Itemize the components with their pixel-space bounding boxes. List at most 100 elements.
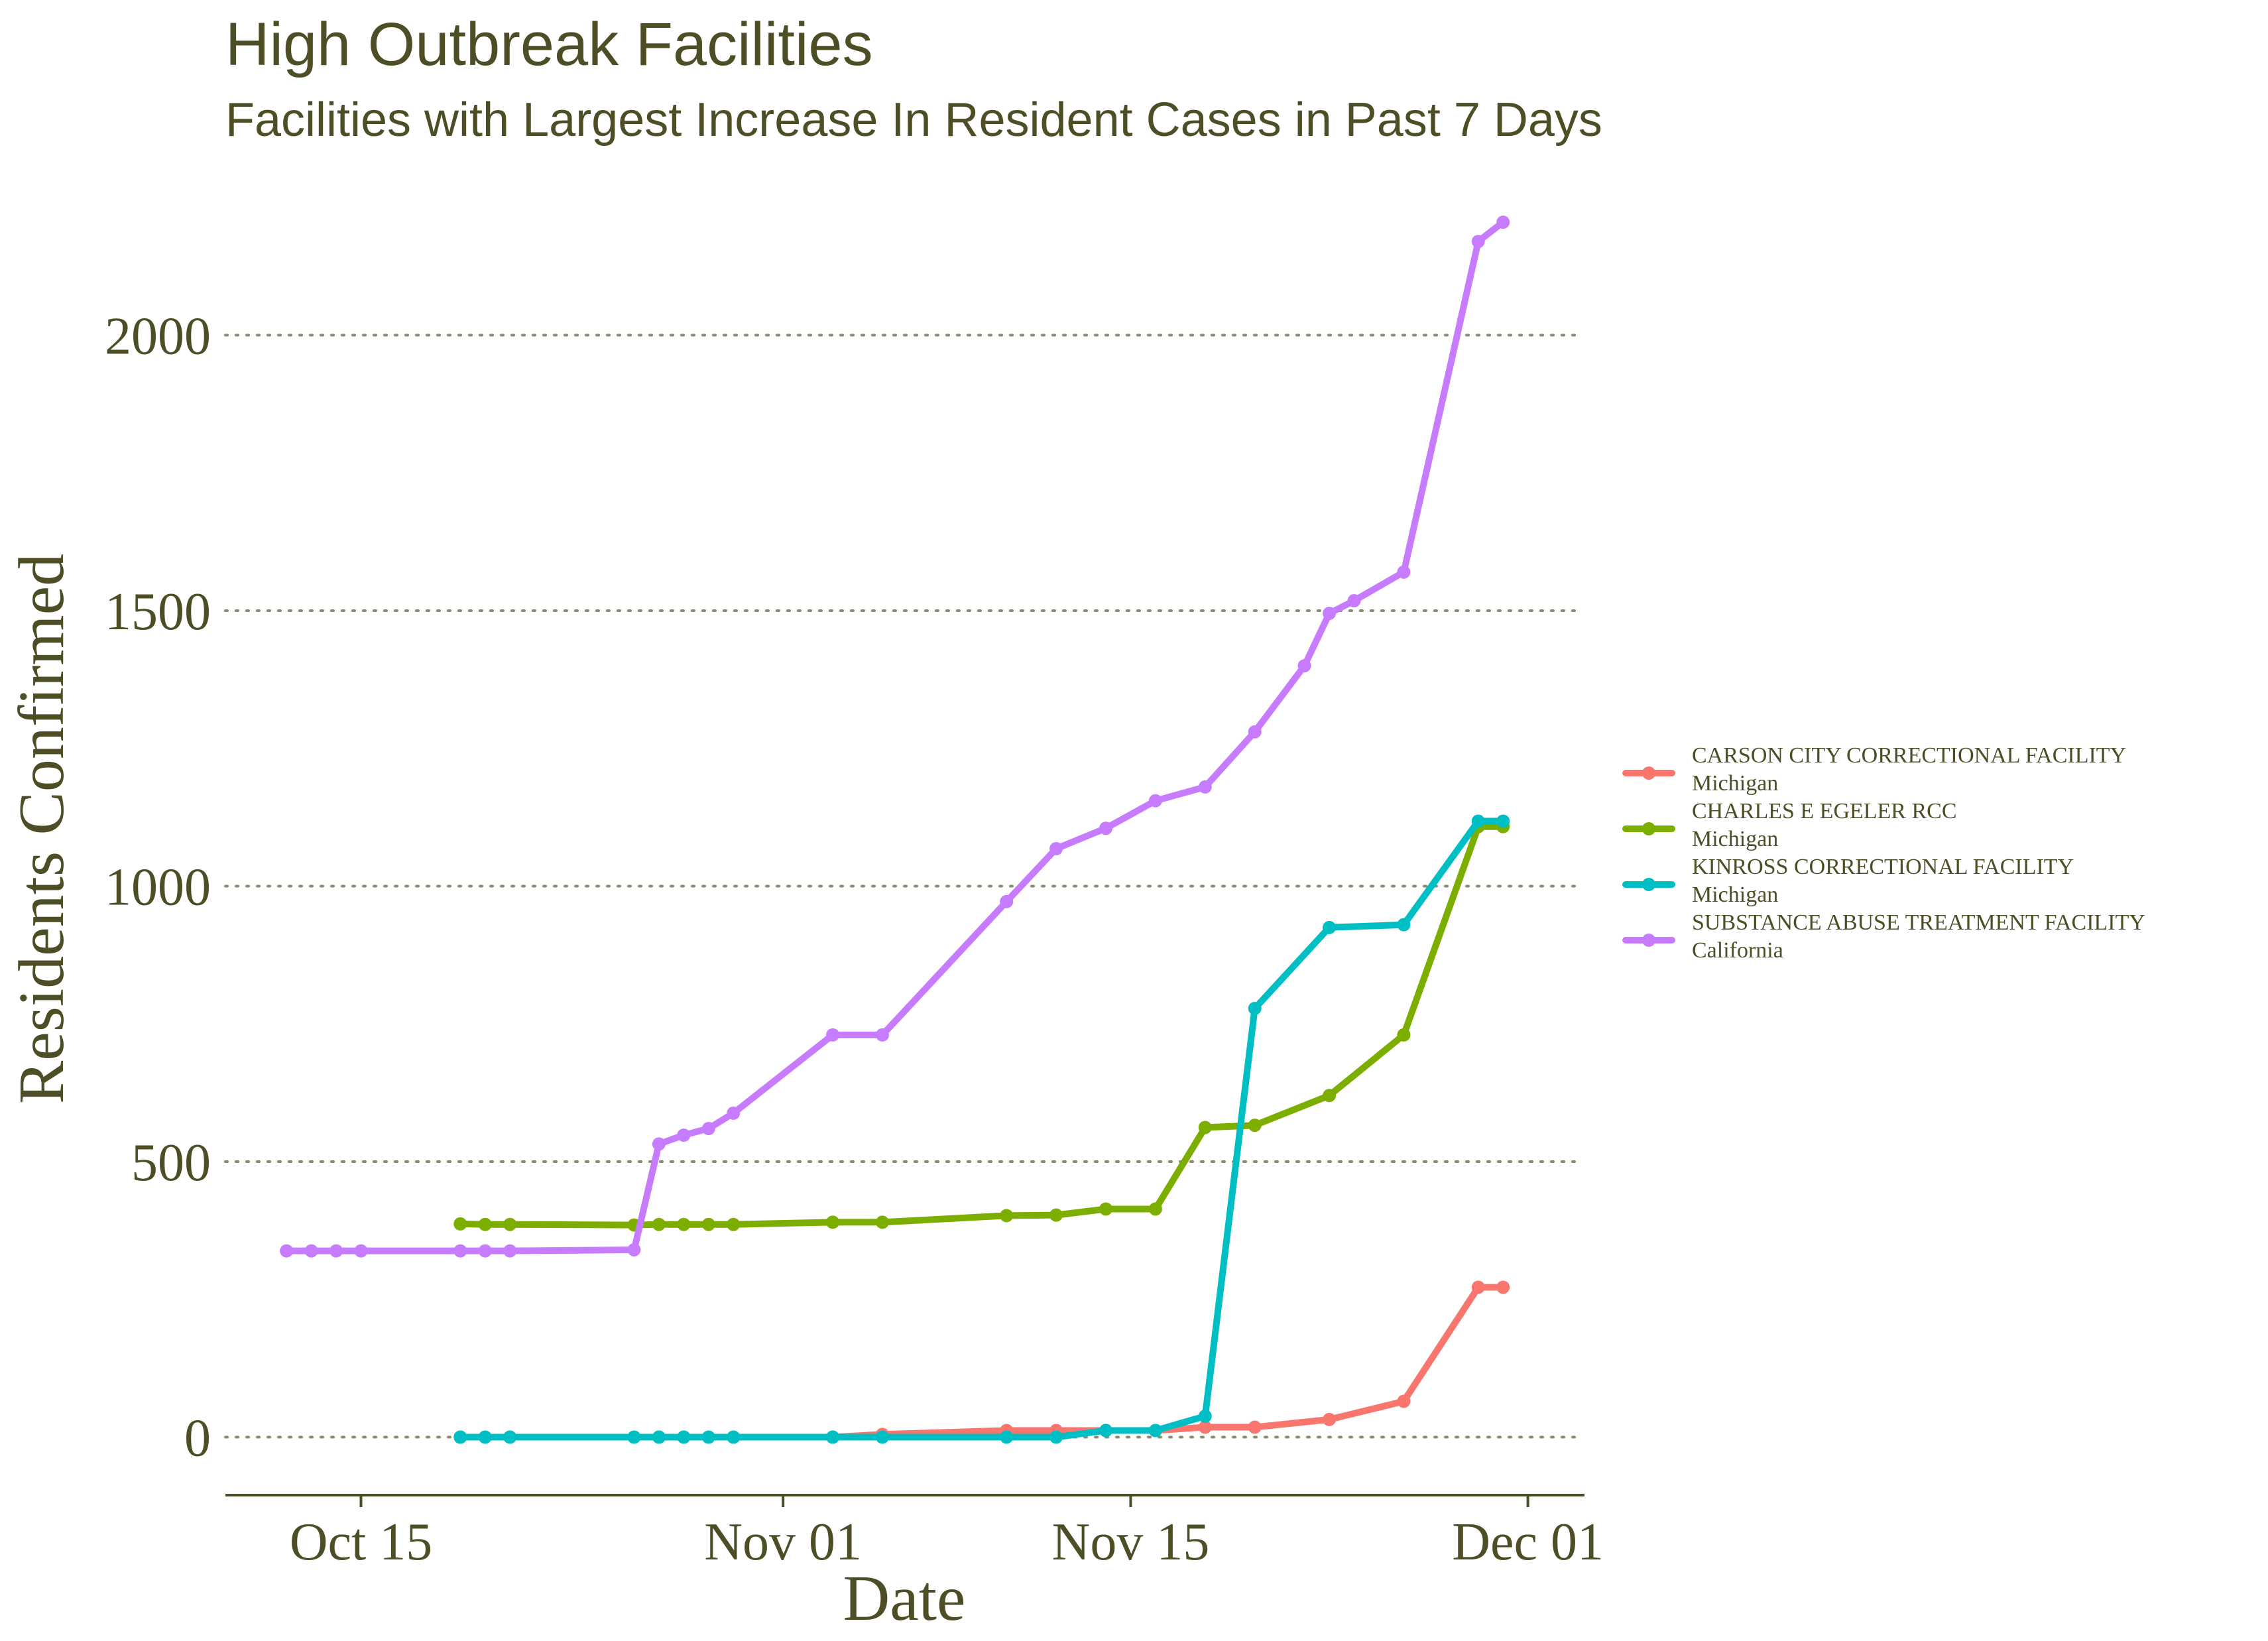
data-point (1496, 814, 1510, 828)
series-group (280, 215, 1510, 1258)
data-point (304, 1244, 318, 1258)
data-point (875, 1028, 889, 1042)
y-tick-label: 0 (184, 1410, 211, 1468)
chart-title: High Outbreak Facilities (225, 11, 873, 78)
data-point (627, 1243, 641, 1256)
y-tick-label: 2000 (105, 308, 211, 366)
data-point (1049, 1430, 1063, 1444)
data-point (1099, 1424, 1112, 1437)
data-point (1397, 918, 1411, 932)
x-axis (225, 1494, 1584, 1507)
data-point (1198, 1420, 1212, 1434)
data-point (652, 1217, 666, 1231)
data-point (503, 1217, 517, 1231)
data-point (1297, 659, 1311, 673)
data-point (1099, 821, 1112, 835)
series-group (453, 814, 1510, 1444)
x-tick-label: Nov 15 (1052, 1513, 1210, 1571)
data-point (727, 1106, 741, 1120)
data-point (652, 1137, 666, 1151)
data-point (1347, 594, 1361, 608)
data-point (453, 1217, 467, 1231)
legend-key-point (1642, 766, 1655, 780)
legend-label: KINROSS CORRECTIONAL FACILITY (1692, 855, 2074, 879)
series-line (457, 1284, 1507, 1441)
data-point (1323, 920, 1337, 934)
data-point (453, 1430, 467, 1444)
y-axis-title: Residents Confirmed (6, 554, 78, 1104)
data-point (826, 1215, 840, 1229)
x-tick-label: Nov 01 (704, 1513, 862, 1571)
legend-key-point (1642, 934, 1655, 947)
series-group (453, 820, 1510, 1232)
data-point (1198, 1121, 1212, 1134)
tick-labels: Oct 15 Nov 01 Nov 15 Dec 01 0 500 1000 1500 2000 (105, 308, 1604, 1572)
data-point (1148, 794, 1162, 808)
data-point (478, 1430, 492, 1444)
data-point (1099, 1202, 1112, 1216)
data-point (1248, 1001, 1262, 1015)
gridlines (224, 334, 1582, 1439)
data-point (503, 1244, 517, 1258)
data-point (354, 1244, 368, 1258)
y-tick-label: 1000 (105, 859, 211, 917)
data-point (1049, 1208, 1063, 1222)
legend-key-point (1642, 878, 1655, 891)
data-point (627, 1430, 641, 1444)
data-point (1471, 235, 1485, 249)
x-tick-label: Dec 01 (1452, 1513, 1604, 1571)
data-point (1148, 1202, 1162, 1216)
data-point (1323, 1412, 1337, 1426)
data-point (1148, 1424, 1162, 1437)
data-point (1471, 1280, 1485, 1294)
data-point (677, 1217, 691, 1231)
data-point (503, 1430, 517, 1444)
y-tick-label: 1500 (105, 583, 211, 641)
data-point (875, 1215, 889, 1229)
data-point (329, 1244, 343, 1258)
data-point (453, 1244, 467, 1258)
legend-sublabel: Michigan (1692, 827, 1778, 851)
data-point (1397, 565, 1411, 579)
legend-sublabel: California (1692, 938, 1783, 963)
data-point (727, 1217, 741, 1231)
data-point (1323, 607, 1337, 621)
data-point (1397, 1394, 1411, 1408)
legend-key-point (1642, 822, 1655, 835)
series-group (453, 1280, 1510, 1444)
legend-sublabel: Michigan (1692, 882, 1778, 907)
data-point (677, 1430, 691, 1444)
data-point (1323, 1089, 1337, 1103)
legend-label: SUBSTANCE ABUSE TREATMENT FACILITY (1692, 910, 2145, 935)
data-point (478, 1244, 492, 1258)
data-point (652, 1430, 666, 1444)
series-line (457, 818, 1507, 1441)
data-point (826, 1028, 840, 1042)
legend: CARSON CITY CORRECTIONAL FACILITY Michiga… (1622, 743, 2145, 963)
data-point (1000, 894, 1014, 908)
data-point (478, 1217, 492, 1231)
data-point (701, 1217, 715, 1231)
data-point (1248, 1420, 1262, 1434)
legend-item: CHARLES E EGELER RCC Michigan (1622, 799, 1957, 851)
legend-item: SUBSTANCE ABUSE TREATMENT FACILITY Califo… (1622, 910, 2145, 963)
legend-label: CHARLES E EGELER RCC (1692, 799, 1957, 823)
x-axis-title: Date (843, 1563, 966, 1634)
data-point (280, 1244, 294, 1258)
data-point (1198, 1409, 1212, 1423)
data-point (1397, 1028, 1411, 1042)
legend-sublabel: Michigan (1692, 771, 1778, 796)
data-point (677, 1128, 691, 1142)
data-point (1496, 1280, 1510, 1294)
data-point (1000, 1209, 1014, 1223)
legend-label: CARSON CITY CORRECTIONAL FACILITY (1692, 743, 2126, 768)
data-point (1248, 1119, 1262, 1132)
legend-item: KINROSS CORRECTIONAL FACILITY Michigan (1622, 855, 2074, 907)
data-point (1496, 215, 1510, 229)
data-point (826, 1430, 840, 1444)
data-point (1248, 725, 1262, 739)
data-point (1471, 814, 1485, 828)
data-point (875, 1430, 889, 1444)
y-tick-label: 500 (131, 1134, 211, 1192)
